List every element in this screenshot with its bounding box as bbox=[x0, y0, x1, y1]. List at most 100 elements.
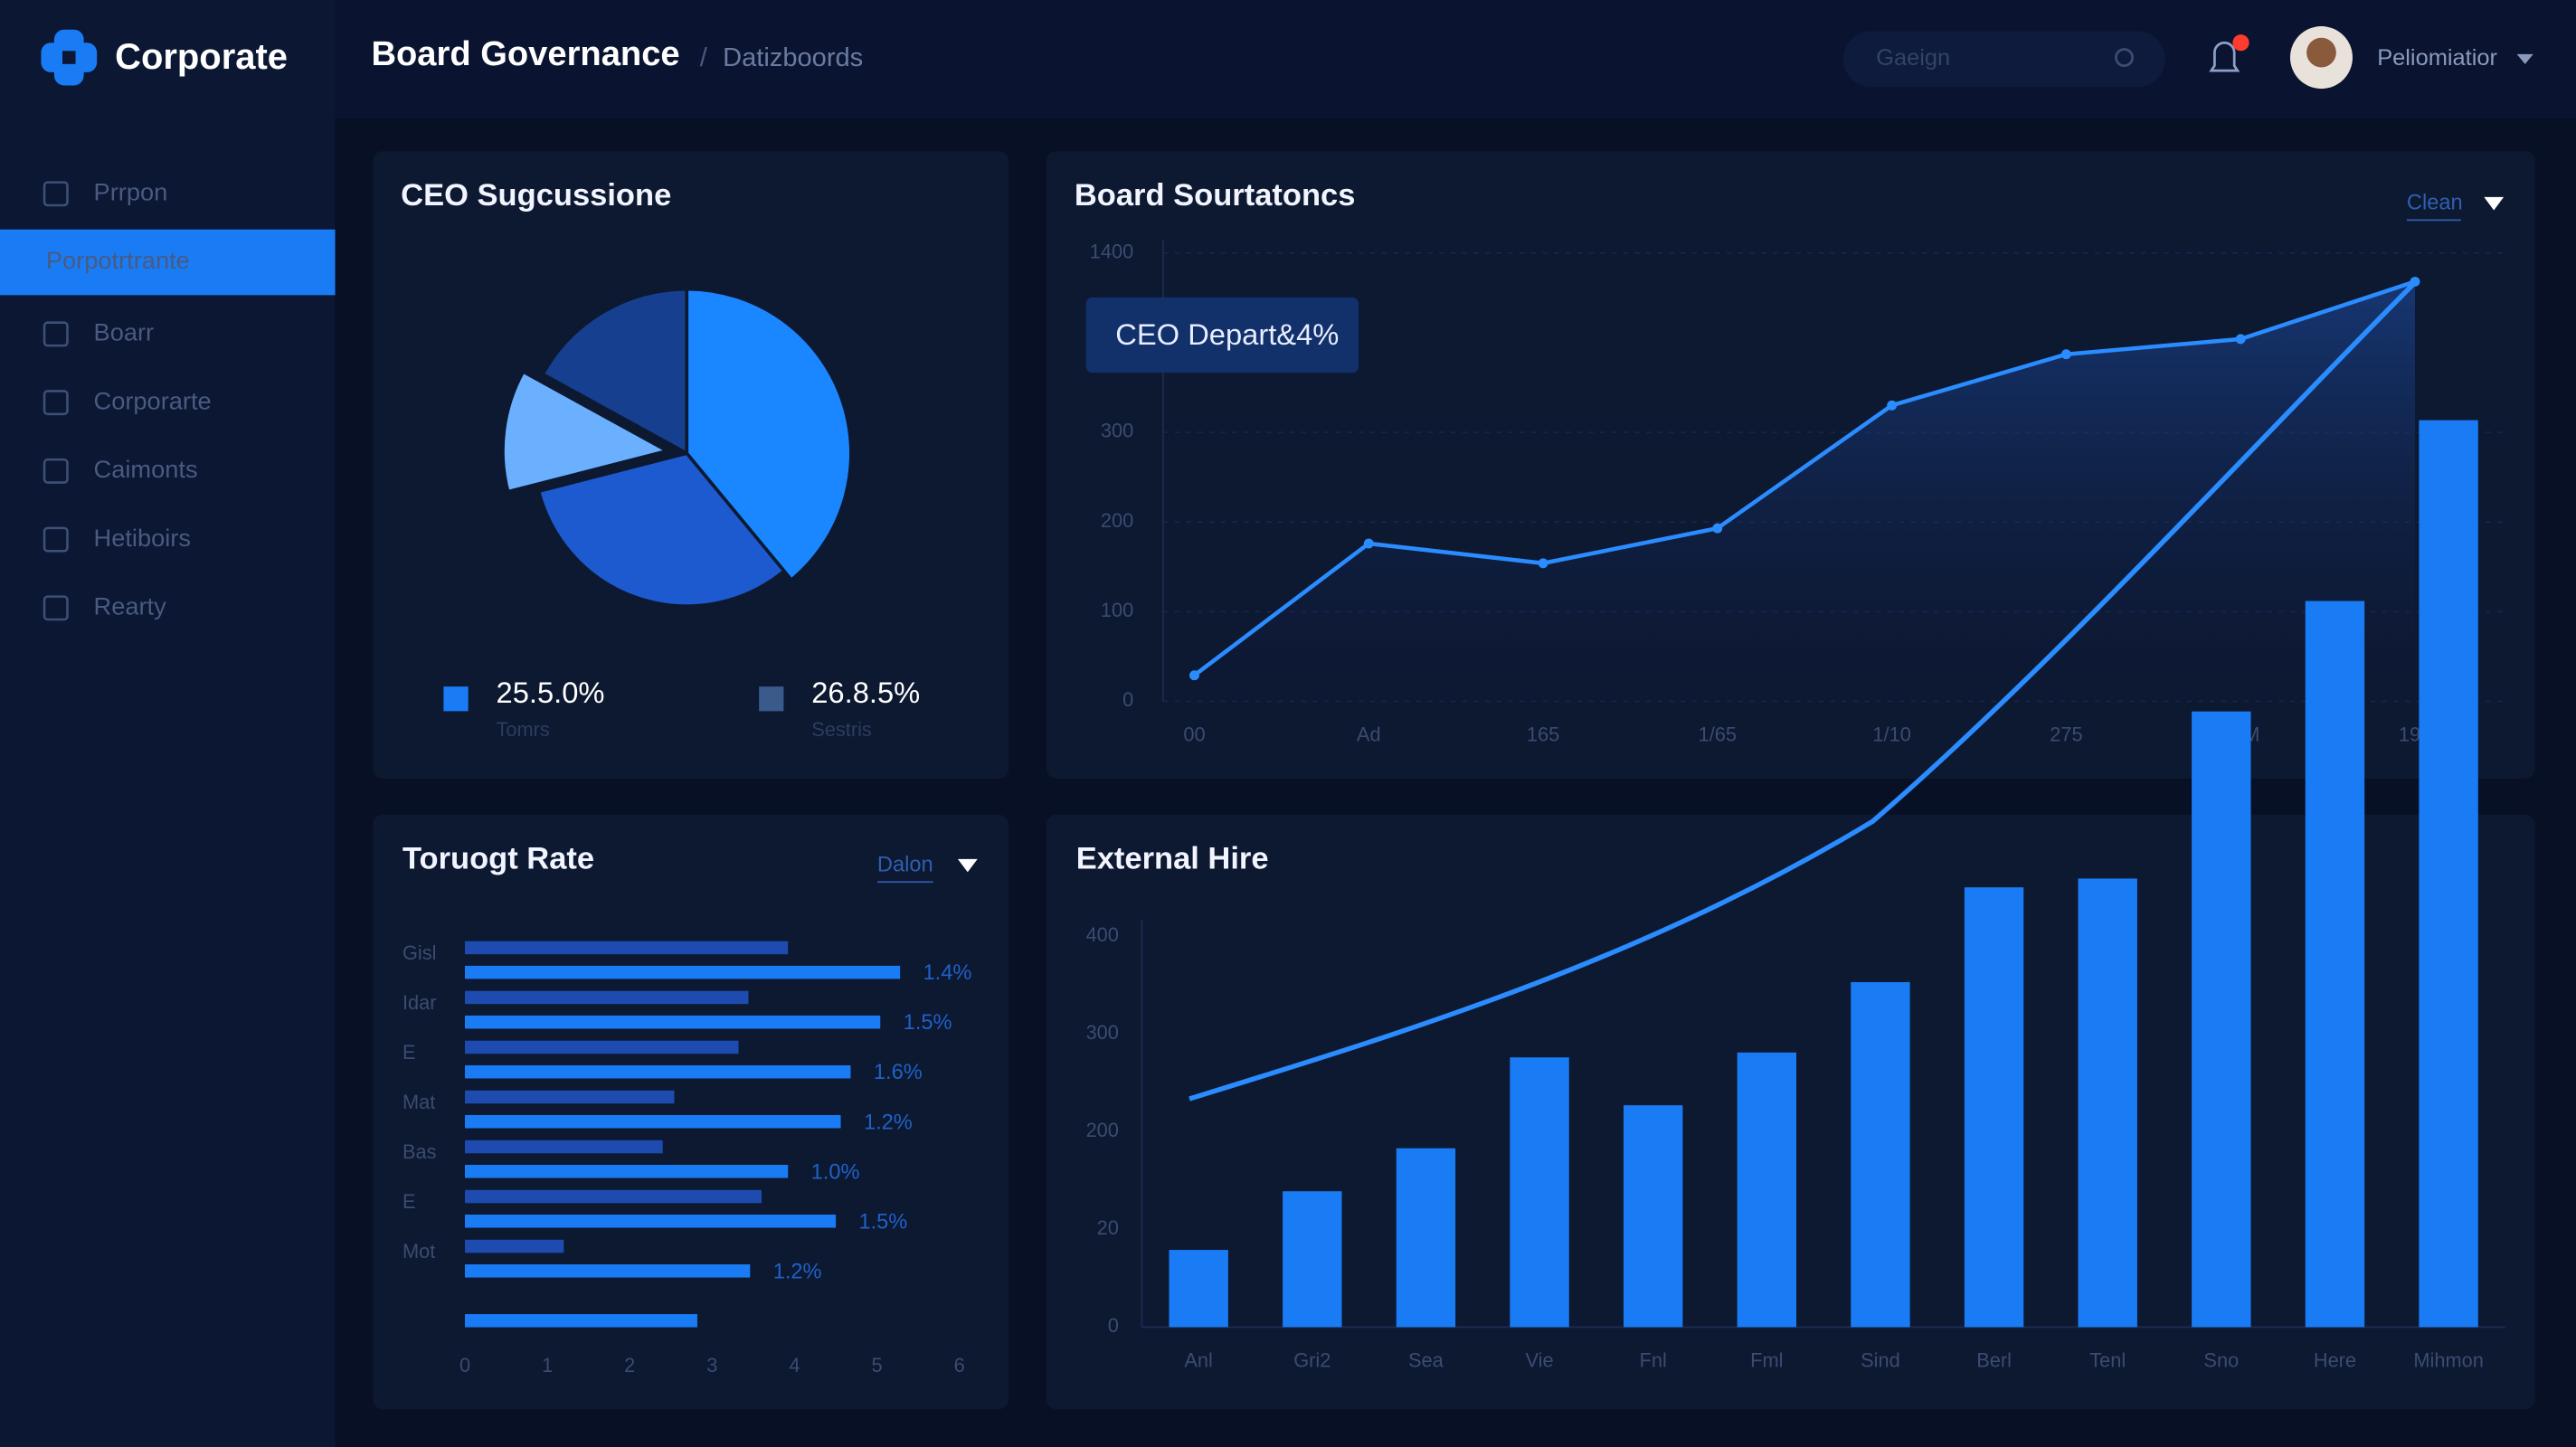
bar-annotation: 1.5% bbox=[858, 1210, 907, 1234]
separator: / bbox=[700, 43, 708, 72]
bar bbox=[465, 1090, 675, 1104]
y-tick-label: E bbox=[402, 1190, 416, 1213]
logo-shape bbox=[62, 51, 76, 64]
x-tick-label: 1 bbox=[542, 1354, 553, 1376]
bar bbox=[2419, 420, 2478, 1328]
x-tick-label: 5 bbox=[872, 1354, 883, 1376]
y-tick-label: 0 bbox=[1122, 688, 1133, 711]
search-placeholder: Gaeign bbox=[1876, 45, 1950, 71]
nav-item[interactable]: Corporarte bbox=[94, 386, 212, 414]
line-point bbox=[1538, 558, 1548, 569]
notification-dot bbox=[2232, 34, 2249, 52]
bell-icon[interactable] bbox=[2209, 41, 2240, 72]
x-tick-label: 0 bbox=[459, 1354, 470, 1376]
y-tick-label: Mot bbox=[402, 1240, 435, 1263]
y-tick-label: E bbox=[402, 1041, 416, 1064]
y-tick-label: 300 bbox=[1101, 420, 1133, 442]
bar bbox=[1623, 1105, 1683, 1328]
sidebar bbox=[0, 0, 336, 1447]
x-tick-label: Sea bbox=[1408, 1348, 1444, 1371]
x-tick-label: Gri2 bbox=[1293, 1348, 1331, 1371]
bar bbox=[465, 965, 901, 979]
legend-label: Tomrs bbox=[497, 718, 550, 741]
x-tick-label: Tenl bbox=[2089, 1348, 2126, 1371]
nav-icon bbox=[43, 321, 69, 347]
x-tick-label: Fnl bbox=[1640, 1348, 1667, 1371]
tooltip-text: CEO Depart&4% bbox=[1115, 317, 1339, 351]
bar-annotation: 1.2% bbox=[773, 1260, 822, 1283]
bar-annotation: 1.4% bbox=[923, 961, 972, 985]
page-title: Board Governance bbox=[371, 34, 679, 73]
y-tick-label: Bas bbox=[402, 1140, 437, 1163]
nav-item[interactable]: Porpotrtrante bbox=[46, 246, 190, 274]
line-point bbox=[1712, 523, 1723, 534]
bar bbox=[465, 1314, 697, 1328]
nav-item[interactable]: Prrpon bbox=[94, 178, 168, 206]
bar-annotation: 1.5% bbox=[904, 1011, 952, 1035]
panel-title: External Hire bbox=[1076, 842, 1269, 876]
bar bbox=[1964, 887, 2024, 1328]
bar bbox=[465, 1140, 663, 1154]
breadcrumb[interactable]: Datizboords bbox=[723, 43, 863, 72]
bar bbox=[465, 1040, 739, 1055]
nav-item[interactable]: Caimonts bbox=[94, 455, 198, 483]
nav-active bbox=[0, 229, 336, 296]
nav-item[interactable]: Rearty bbox=[94, 592, 167, 620]
line-point bbox=[1363, 538, 1374, 549]
nav-item[interactable]: Hetiboirs bbox=[94, 524, 191, 552]
y-tick-label: Idar bbox=[402, 991, 437, 1014]
nav-item[interactable]: Boarr bbox=[94, 318, 155, 346]
panel bbox=[373, 814, 1009, 1410]
legend-swatch bbox=[443, 686, 469, 712]
x-tick-label: Here bbox=[2314, 1348, 2356, 1371]
x-tick-label: Anl bbox=[1184, 1348, 1212, 1371]
x-tick-label: 1/65 bbox=[1699, 723, 1737, 745]
trend-curve bbox=[1189, 280, 2417, 1102]
search-icon bbox=[2115, 48, 2134, 68]
bar bbox=[1737, 1052, 1797, 1328]
bar bbox=[465, 1064, 851, 1079]
avatar-face bbox=[2306, 37, 2336, 68]
panel-title: Board Sourtatoncs bbox=[1075, 178, 1356, 213]
legend-value: 25.5.0% bbox=[497, 676, 605, 709]
dropdown-caret[interactable] bbox=[2484, 196, 2505, 211]
dropdown[interactable]: Dalon bbox=[877, 853, 933, 876]
bar bbox=[1851, 981, 1910, 1328]
line-point bbox=[2235, 334, 2246, 345]
bar bbox=[465, 1215, 837, 1228]
bar bbox=[465, 1189, 762, 1204]
x-tick-label: 6 bbox=[954, 1354, 965, 1376]
overlay-layer: CEO Depart&4% bbox=[1085, 297, 1359, 374]
pie-slice bbox=[685, 287, 853, 582]
bar bbox=[465, 1114, 841, 1129]
x-tick-label: 1/10 bbox=[1872, 723, 1910, 745]
y-tick-label: 200 bbox=[1101, 509, 1133, 532]
search-box[interactable] bbox=[1842, 31, 2165, 88]
bar bbox=[2078, 878, 2137, 1328]
user-name[interactable]: Peliomiatior bbox=[2377, 45, 2497, 71]
x-tick-label: 2 bbox=[624, 1354, 635, 1376]
bar bbox=[1283, 1191, 1342, 1328]
dropdown[interactable]: Clean bbox=[2407, 191, 2463, 214]
bar bbox=[465, 1239, 564, 1253]
logo bbox=[41, 29, 98, 86]
bar bbox=[465, 1015, 881, 1029]
y-tick-label: 1400 bbox=[1090, 240, 1133, 262]
y-tick-label: 20 bbox=[1097, 1216, 1119, 1239]
line-point bbox=[2060, 349, 2071, 360]
nav-icon bbox=[43, 458, 69, 484]
user-caret[interactable] bbox=[2516, 53, 2533, 64]
bar bbox=[465, 1264, 751, 1278]
bar bbox=[2192, 711, 2251, 1328]
nav-icon bbox=[43, 390, 69, 416]
brand: Corporate bbox=[115, 37, 288, 77]
bar bbox=[465, 990, 749, 1005]
pie-slice bbox=[536, 451, 787, 608]
x-tick-label: Berl bbox=[1976, 1348, 2012, 1371]
dropdown-caret[interactable] bbox=[957, 858, 978, 873]
bar bbox=[1169, 1250, 1228, 1328]
bar-annotation: 1.0% bbox=[811, 1160, 860, 1184]
y-tick-label: 400 bbox=[1086, 923, 1119, 946]
